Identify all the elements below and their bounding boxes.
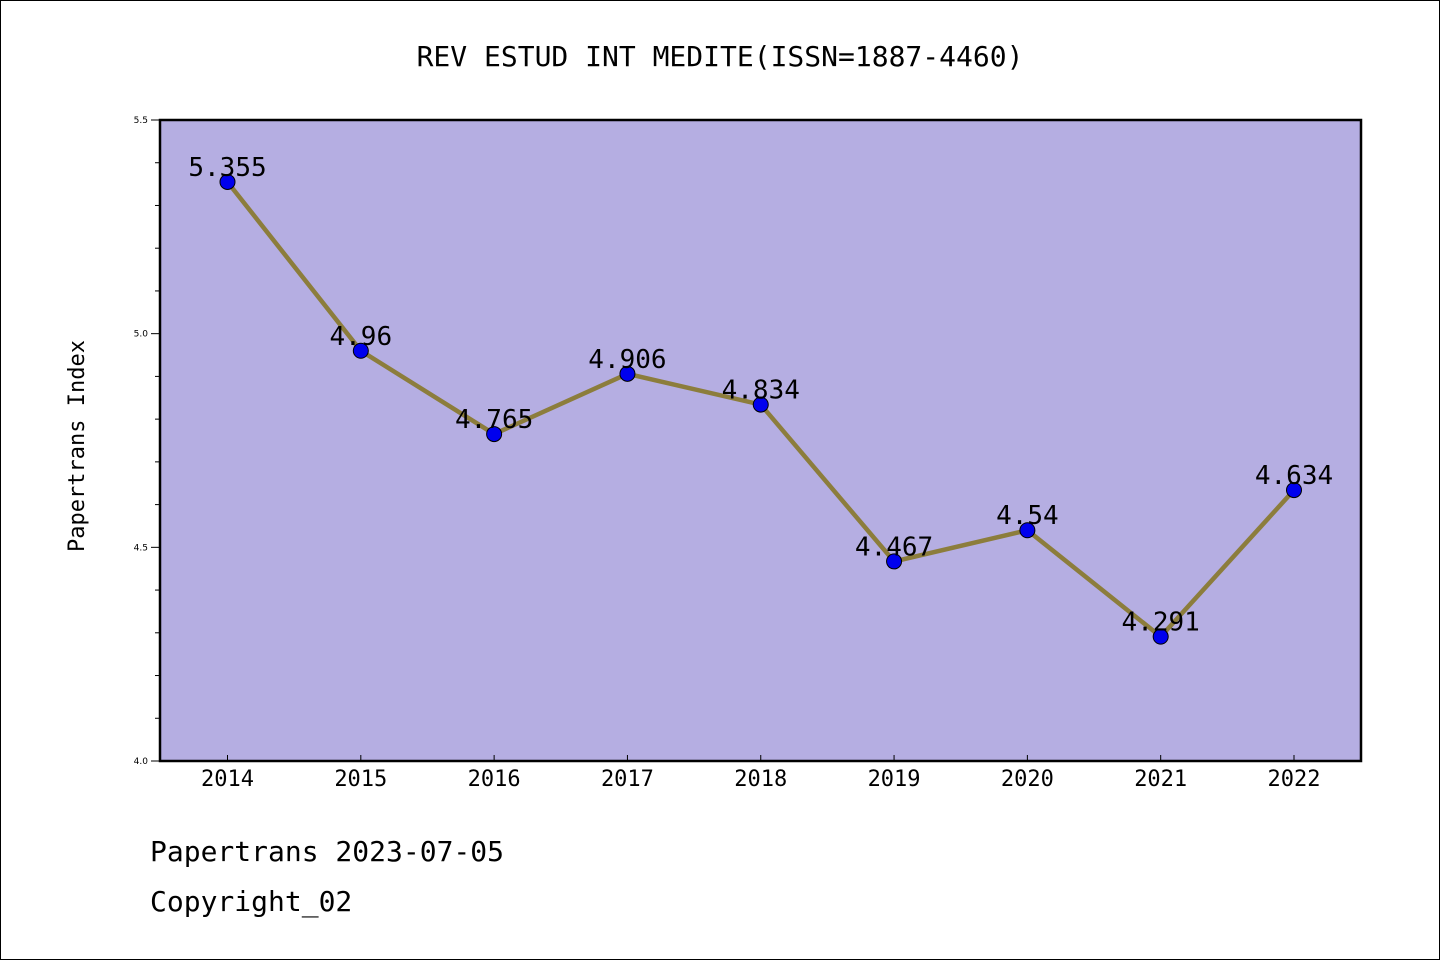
x-tick-label: 2021 (1134, 767, 1187, 792)
y-axis: 4.0 4.5 5.0 5.5 (134, 116, 160, 767)
data-label: 4.54 (996, 501, 1059, 531)
data-point (486, 426, 503, 443)
chart-title: REV ESTUD INT MEDITE(ISSN=1887-4460) (417, 40, 1024, 73)
footer-date-text: Papertrans 2023-07-05 (150, 835, 505, 868)
data-point (352, 342, 369, 359)
data-label: 4.467 (855, 532, 933, 562)
data-point (1019, 522, 1036, 539)
data-point (1152, 628, 1169, 645)
plot-area (158, 118, 1363, 763)
x-tick-label: 2014 (201, 767, 254, 792)
y-tick-label: 5.0 (134, 330, 149, 340)
y-tick-label: 5.5 (134, 116, 148, 126)
data-point (219, 173, 236, 190)
x-tick-label: 2022 (1268, 767, 1321, 792)
series-papertrans-index (219, 173, 1302, 645)
footer-copyright-text: Copyright_02 (150, 885, 353, 918)
y-axis-label: Papertrans Index (65, 340, 90, 552)
data-point (619, 365, 636, 382)
x-tick-label: 2018 (734, 767, 787, 792)
x-tick-label: 2019 (868, 767, 921, 792)
y-tick-label: 4.0 (134, 757, 149, 767)
data-label: 4.96 (330, 322, 393, 352)
data-labels: 5.355 4.96 4.765 4.906 4.834 4.467 4.54 4.291 4.… (188, 153, 1333, 638)
y-tick-label: 4.5 (134, 543, 148, 553)
data-label: 5.355 (188, 153, 266, 183)
data-point (1286, 482, 1302, 499)
x-tick-label: 2017 (601, 767, 654, 792)
x-tick-label: 2016 (468, 767, 521, 792)
x-tick-label: 2015 (334, 767, 387, 792)
data-point (886, 553, 903, 570)
data-label: 4.765 (455, 405, 533, 435)
data-label: 4.906 (588, 345, 666, 375)
x-axis: 2014 2015 2016 2017 2018 2019 2020 2021 2022 (201, 755, 1320, 792)
data-label: 4.634 (1255, 461, 1333, 491)
data-point (752, 396, 769, 413)
data-label: 4.834 (722, 376, 800, 406)
x-tick-label: 2020 (1001, 767, 1054, 792)
data-label: 4.291 (1122, 608, 1200, 638)
